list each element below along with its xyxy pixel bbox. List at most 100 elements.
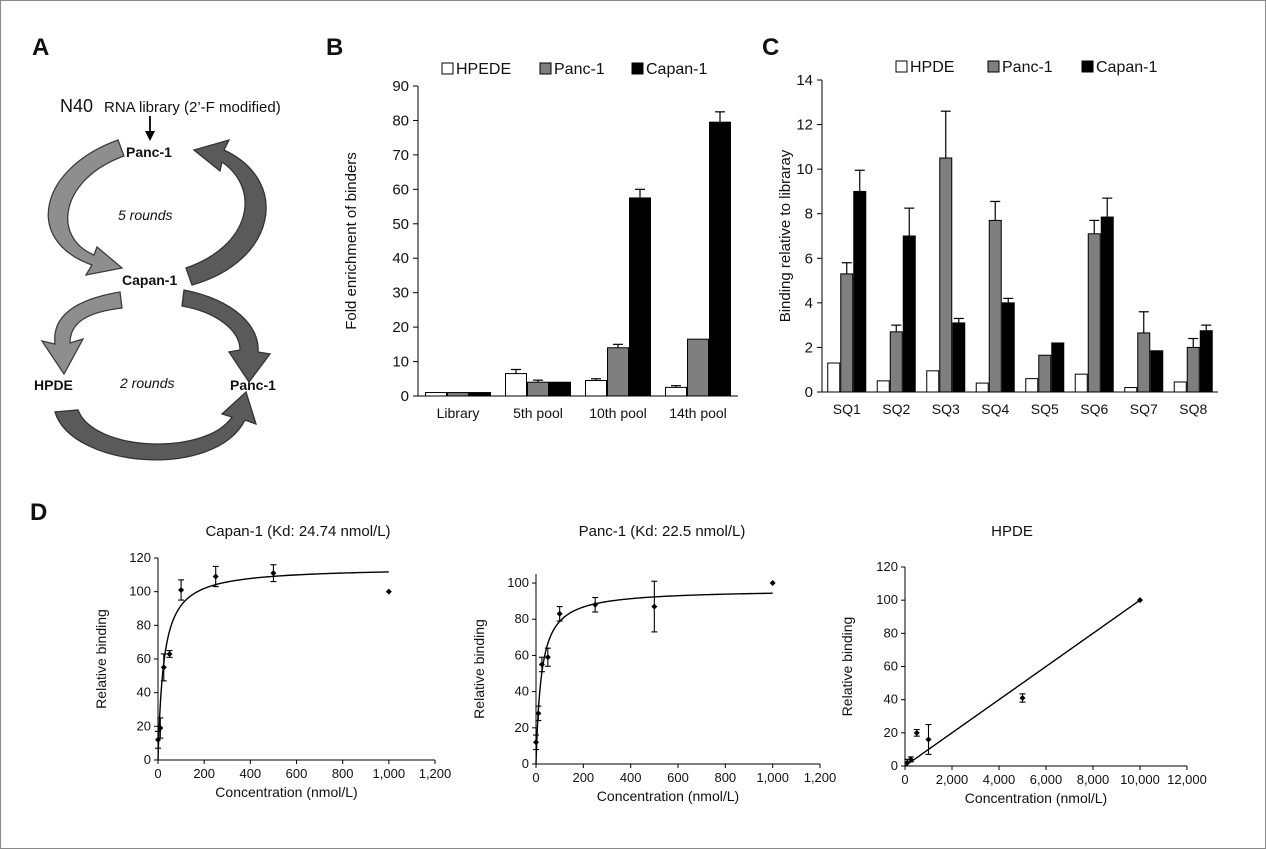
y-tick-label: 6 — [805, 250, 813, 267]
data-point — [538, 661, 545, 668]
library-arrow-head — [145, 131, 155, 141]
y-tick-label: 120 — [876, 559, 898, 574]
category-label: SQ3 — [932, 401, 960, 417]
y-tick-label: 8 — [805, 206, 813, 223]
category-label: Library — [437, 405, 480, 421]
data-point — [166, 650, 173, 657]
legend-swatch-panc-1 — [987, 60, 1000, 73]
y-tick-label: 40 — [515, 684, 529, 699]
y-tick-label: 40 — [884, 692, 898, 707]
legend-swatch-capan-1 — [1081, 60, 1094, 73]
x-tick-label: 1,000 — [756, 770, 789, 785]
bar-panc-1-14th-pool — [687, 338, 709, 397]
bar-panc-1-sq6 — [1087, 233, 1101, 393]
cycle2-rounds: 2 rounds — [119, 375, 174, 391]
cycle-arrow-top-left — [47, 139, 125, 276]
bar-capan-1-14th-pool — [709, 121, 731, 397]
bar-panc-1-sq1 — [840, 273, 854, 393]
category-label: SQ1 — [833, 401, 861, 417]
x-axis-label: Concentration (nmol/L) — [965, 790, 1107, 806]
y-tick-label: 60 — [137, 651, 151, 666]
legend-swatch-panc-1 — [539, 62, 552, 75]
category-label: SQ5 — [1031, 401, 1059, 417]
cycle-arrow-top-right — [185, 138, 267, 286]
bar-capan-1-sq8 — [1199, 330, 1213, 393]
legend-swatch-capan-1 — [631, 62, 644, 75]
y-tick-label: 90 — [392, 78, 409, 95]
bar-capan-1-sq7 — [1150, 350, 1164, 393]
bar-capan-1-sq1 — [853, 190, 867, 393]
category-label: SQ7 — [1130, 401, 1158, 417]
library-description: RNA library (2’-F modified) — [104, 99, 281, 116]
data-point — [533, 739, 539, 746]
legend-label-capan-1: Capan-1 — [1096, 59, 1157, 76]
cycle1-bottom-cell: Capan-1 — [122, 272, 177, 288]
cycle2-right-cell: Panc-1 — [230, 377, 276, 393]
bar-hpde-sq1 — [827, 362, 841, 393]
y-tick-label: 80 — [515, 611, 529, 626]
y-tick-label: 10 — [392, 354, 409, 371]
y-tick-label: 40 — [137, 685, 151, 700]
bar-panc-1-sq2 — [889, 331, 903, 393]
y-tick-label: 0 — [522, 756, 529, 771]
x-tick-label: 1,200 — [804, 770, 837, 785]
y-tick-label: 0 — [805, 384, 813, 401]
chart-title: Capan-1 (Kd: 24.74 nmol/L) — [205, 523, 390, 540]
cycle-arrow-bottom-left — [40, 291, 123, 376]
x-tick-label: 400 — [239, 766, 261, 781]
data-point — [556, 610, 563, 617]
bar-hpde-sq8 — [1173, 381, 1187, 393]
data-point — [270, 570, 277, 577]
fit-curve — [904, 599, 1141, 767]
y-tick-label: 80 — [392, 112, 409, 129]
x-tick-label: 12,000 — [1167, 772, 1207, 787]
y-tick-label: 30 — [392, 285, 409, 302]
panel-d-hpde-chart: HPDE 0 20 40 60 80 100 120 0 2,000 4,000 6,000 8,000… — [839, 523, 1207, 806]
bar-hpede-14th-pool — [665, 386, 687, 397]
x-tick-label: 0 — [154, 766, 161, 781]
y-axis-label: Relative binding — [839, 617, 855, 717]
panel-d-panc1-chart: Panc-1 (Kd: 22.5 nmol/L) 0 20 40 60 80 100 0 200… — [471, 523, 836, 804]
bar-panc-1-library — [447, 392, 469, 397]
cycle1-rounds: 5 rounds — [118, 207, 172, 223]
y-tick-label: 20 — [884, 725, 898, 740]
data-point — [907, 756, 914, 763]
x-tick-label: 400 — [620, 770, 642, 785]
bar-capan-1-library — [469, 392, 491, 397]
bar-capan-1-sq5 — [1051, 342, 1065, 393]
category-label: 14th pool — [669, 405, 727, 421]
category-label: SQ6 — [1080, 401, 1108, 417]
x-tick-label: 8,000 — [1077, 772, 1110, 787]
y-axis-label: Relative binding — [93, 609, 109, 709]
bar-panc-1-sq5 — [1038, 354, 1052, 393]
bar-capan-1-sq4 — [1001, 302, 1015, 393]
bar-hpde-sq6 — [1074, 373, 1088, 393]
x-tick-label: 4,000 — [983, 772, 1016, 787]
y-axis-label: Fold enrichment of binders — [343, 152, 360, 330]
bar-panc-1-sq8 — [1186, 346, 1200, 393]
chart-title: Panc-1 (Kd: 22.5 nmol/L) — [579, 523, 746, 540]
bar-hpde-sq3 — [926, 370, 940, 393]
y-tick-label: 60 — [392, 181, 409, 198]
legend-label-capan-1: Capan-1 — [646, 61, 707, 78]
fit-curve — [157, 571, 389, 761]
panel-b-letter: B — [326, 34, 343, 61]
y-axis-label: Relative binding — [471, 619, 487, 719]
y-tick-label: 100 — [507, 575, 529, 590]
category-label: SQ4 — [981, 401, 1009, 417]
y-tick-label: 80 — [137, 617, 151, 632]
data-point — [592, 601, 599, 608]
bar-capan-1-sq3 — [952, 322, 966, 393]
x-tick-label: 0 — [901, 772, 908, 787]
data-point — [904, 759, 911, 766]
y-tick-label: 80 — [884, 625, 898, 640]
panel-d-capan1-chart: Capan-1 (Kd: 24.74 nmol/L) 0 20 40 60 80 100 12… — [93, 523, 451, 800]
data-point — [769, 580, 776, 587]
data-point — [1019, 695, 1026, 702]
data-point — [535, 710, 542, 717]
y-tick-label: 100 — [876, 592, 898, 607]
bar-hpede-5th-pool — [505, 373, 527, 397]
x-tick-label: 600 — [286, 766, 308, 781]
cycle-arrow-bottom-right — [181, 289, 272, 384]
legend-label-panc-1: Panc-1 — [1002, 59, 1053, 76]
